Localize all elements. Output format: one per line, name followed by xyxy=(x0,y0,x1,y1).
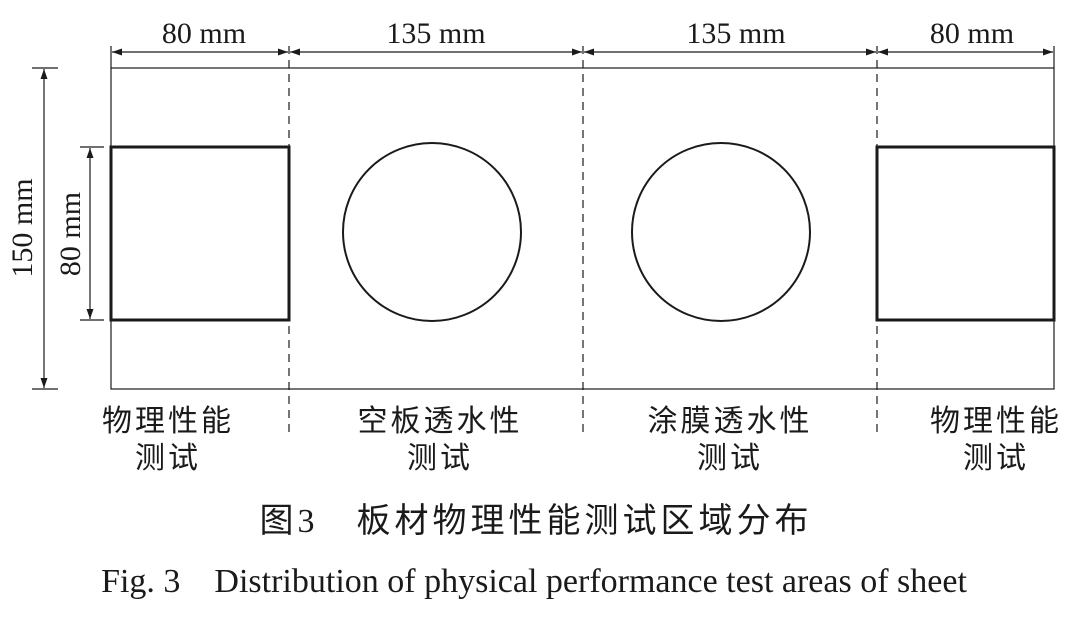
region-label: 测试 xyxy=(697,442,763,475)
region-label: 测试 xyxy=(407,442,473,475)
width-label: 135 mm xyxy=(386,17,485,50)
square-area xyxy=(875,145,1056,322)
region-label: 涂膜透水性 xyxy=(648,405,813,438)
region-label: 空板透水性 xyxy=(358,405,523,438)
caption-cn: 图3 板材物理性能测试区域分布 xyxy=(260,502,813,540)
region-label: 测试 xyxy=(963,442,1029,475)
region-label: 物理性能 xyxy=(930,405,1062,438)
region-label: 测试 xyxy=(135,442,201,475)
width-label: 80 mm xyxy=(930,17,1014,50)
width-label: 135 mm xyxy=(686,17,785,50)
width-label: 80 mm xyxy=(162,17,246,50)
circle-area xyxy=(342,142,522,322)
separators xyxy=(288,46,878,432)
circle-area xyxy=(631,142,811,322)
square-area xyxy=(109,145,291,322)
square-label: 80 mm xyxy=(54,192,87,276)
height-label: 150 mm xyxy=(6,178,39,277)
caption-en: Fig. 3 Distribution of physical performa… xyxy=(101,563,967,600)
region-label: 物理性能 xyxy=(102,405,234,438)
